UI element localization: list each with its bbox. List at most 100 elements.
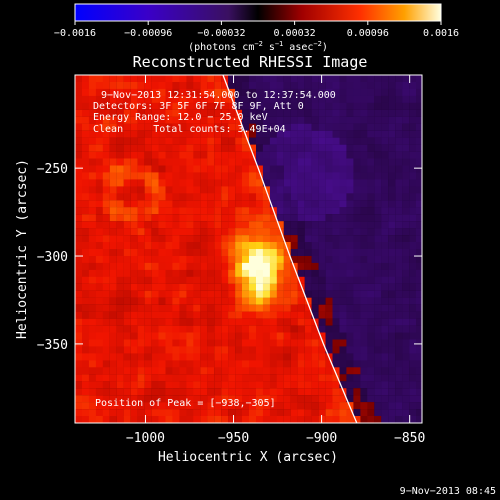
heatmap-pixel	[214, 144, 222, 152]
heatmap-pixel	[297, 75, 305, 83]
heatmap-pixel	[395, 221, 403, 229]
heatmap-pixel	[395, 95, 403, 103]
heatmap-pixel	[374, 75, 382, 83]
heatmap-pixel	[416, 416, 422, 423]
heatmap-pixel	[304, 116, 312, 124]
heatmap-pixel	[353, 75, 361, 83]
heatmap-pixel	[409, 381, 417, 389]
heatmap-pixel	[130, 102, 138, 110]
heatmap-pixel	[325, 144, 333, 152]
heatmap-pixel	[109, 235, 117, 243]
heatmap-pixel	[214, 402, 222, 410]
heatmap-pixel	[179, 325, 187, 333]
heatmap-pixel	[388, 276, 396, 284]
heatmap-pixel	[297, 95, 305, 103]
heatmap-pixel	[416, 249, 422, 257]
heatmap-pixel	[144, 276, 152, 284]
heatmap-pixel	[325, 193, 333, 201]
heatmap-pixel	[137, 88, 145, 96]
heatmap-pixel	[381, 165, 389, 173]
heatmap-pixel	[325, 256, 333, 264]
heatmap-pixel	[137, 374, 145, 382]
heatmap-pixel	[116, 332, 124, 340]
heatmap-pixel	[402, 193, 410, 201]
heatmap-pixel	[235, 207, 243, 215]
heatmap-pixel	[276, 276, 284, 284]
heatmap-pixel	[109, 123, 117, 131]
heatmap-pixel	[172, 416, 180, 423]
heatmap-pixel	[381, 102, 389, 110]
heatmap-pixel	[290, 221, 298, 229]
heatmap-pixel	[130, 82, 138, 90]
heatmap-pixel	[290, 193, 298, 201]
heatmap-pixel	[304, 95, 312, 103]
heatmap-pixel	[158, 228, 166, 236]
heatmap-pixel	[353, 242, 361, 250]
heatmap-pixel	[283, 416, 291, 423]
heatmap-pixel	[360, 388, 368, 396]
heatmap-pixel	[172, 116, 180, 124]
heatmap-pixel	[200, 235, 208, 243]
heatmap-pixel	[346, 353, 354, 361]
heatmap-pixel	[137, 207, 145, 215]
heatmap-pixel	[325, 402, 333, 410]
heatmap-pixel	[75, 186, 83, 194]
heatmap-pixel	[262, 388, 270, 396]
heatmap-pixel	[130, 374, 138, 382]
heatmap-pixel	[346, 360, 354, 368]
heatmap-pixel	[395, 276, 403, 284]
heatmap-pixel	[395, 360, 403, 368]
heatmap-pixel	[339, 332, 347, 340]
heatmap-pixel	[249, 367, 257, 375]
heatmap-pixel	[395, 137, 403, 145]
heatmap-pixel	[262, 130, 270, 138]
heatmap-pixel	[88, 290, 96, 298]
heatmap-pixel	[311, 360, 319, 368]
heatmap-pixel	[75, 325, 83, 333]
heatmap-pixel	[102, 116, 110, 124]
heatmap-pixel	[416, 75, 422, 83]
heatmap-pixel	[304, 200, 312, 208]
heatmap-pixel	[82, 360, 90, 368]
heatmap-pixel	[388, 228, 396, 236]
heatmap-pixel	[214, 193, 222, 201]
heatmap-pixel	[137, 82, 145, 90]
heatmap-pixel	[409, 395, 417, 403]
heatmap-pixel	[158, 75, 166, 83]
heatmap-pixel	[332, 228, 340, 236]
heatmap-pixel	[353, 290, 361, 298]
heatmap-pixel	[402, 304, 410, 312]
heatmap-pixel	[102, 186, 110, 194]
heatmap-pixel	[88, 276, 96, 284]
heatmap-pixel	[200, 402, 208, 410]
heatmap-pixel	[144, 346, 152, 354]
heatmap-pixel	[95, 228, 103, 236]
heatmap-pixel	[332, 165, 340, 173]
heatmap-pixel	[137, 172, 145, 180]
heatmap-pixel	[339, 123, 347, 131]
heatmap-pixel	[374, 137, 382, 145]
heatmap-pixel	[318, 130, 326, 138]
heatmap-pixel	[297, 82, 305, 90]
heatmap-pixel	[200, 395, 208, 403]
heatmap-pixel	[374, 158, 382, 166]
heatmap-pixel	[332, 242, 340, 250]
heatmap-pixel	[249, 262, 257, 270]
heatmap-pixel	[353, 158, 361, 166]
heatmap-pixel	[304, 388, 312, 396]
heatmap-pixel	[297, 186, 305, 194]
heatmap-pixel	[339, 346, 347, 354]
heatmap-pixel	[332, 130, 340, 138]
heatmap-pixel	[102, 102, 110, 110]
heatmap-pixel	[88, 325, 96, 333]
heatmap-pixel	[172, 276, 180, 284]
heatmap-pixel	[402, 200, 410, 208]
heatmap-pixel	[353, 325, 361, 333]
heatmap-pixel	[95, 283, 103, 291]
heatmap-pixel	[256, 304, 264, 312]
heatmap-pixel	[388, 318, 396, 326]
heatmap-pixel	[88, 353, 96, 361]
annotation-peak-position: Position of Peak = [−938,−305]	[95, 398, 276, 409]
heatmap-pixel	[228, 304, 236, 312]
heatmap-pixel	[88, 235, 96, 243]
